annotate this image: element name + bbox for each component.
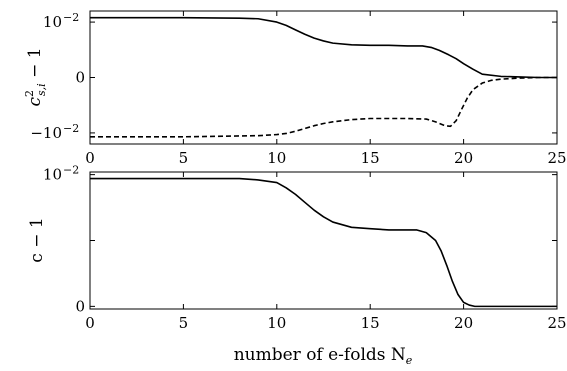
- xtick-label: 25: [547, 314, 566, 332]
- ytick-label: 10: [43, 166, 62, 184]
- ytick-label: 0: [75, 297, 85, 315]
- yticklabels-bottom: 10 −2 0: [43, 164, 85, 316]
- xtick-label: 20: [454, 314, 473, 332]
- panel-top: 10 −20−10 −2 0 5 10 15 20 25 c2s,i − 1: [23, 10, 567, 167]
- xtick-label: 15: [361, 149, 380, 167]
- xtick-label: 5: [179, 314, 189, 332]
- ylabel-bottom: c − 1: [27, 217, 47, 262]
- xtick-label: 5: [179, 149, 189, 167]
- ylabel-top: c2s,i − 1: [23, 47, 48, 106]
- xtick-label: 20: [454, 149, 473, 167]
- ticks-bottom: [89, 172, 558, 309]
- xtick-label: 15: [361, 314, 380, 332]
- xtick-label: 0: [85, 314, 95, 332]
- xtick-label: 10: [267, 314, 286, 332]
- ytick-label: 0: [75, 69, 85, 87]
- xtick-label: 25: [547, 149, 566, 167]
- xticklabels-bottom: 0 5 10 15 20 25: [85, 314, 566, 332]
- plot-frame-bottom: [89, 171, 558, 310]
- series-line-solid: [90, 16, 557, 79]
- series-line-solid: [90, 177, 557, 308]
- ytick-label-exponent: −2: [63, 11, 79, 24]
- xtick-label: 0: [85, 149, 95, 167]
- xticklabels-top: 0 5 10 15 20 25: [85, 149, 566, 167]
- xlabel: number of e-folds Ne: [234, 345, 413, 367]
- yticklabels-top: 10 −20−10 −2: [30, 11, 85, 142]
- xtick-label: 10: [267, 149, 286, 167]
- ytick-label: 10: [43, 13, 62, 31]
- panel-bottom: 10 −20 0 5 10 15 20 25 c − 1 number of e-folds…: [27, 164, 567, 367]
- curves-top: [90, 16, 557, 138]
- curves-bottom: [90, 177, 557, 308]
- ytick-label-exponent: −2: [63, 122, 79, 135]
- series-line-dashed: [90, 76, 557, 138]
- ytick-label: −10: [30, 124, 62, 142]
- ytick-label-exponent: −2: [63, 164, 79, 177]
